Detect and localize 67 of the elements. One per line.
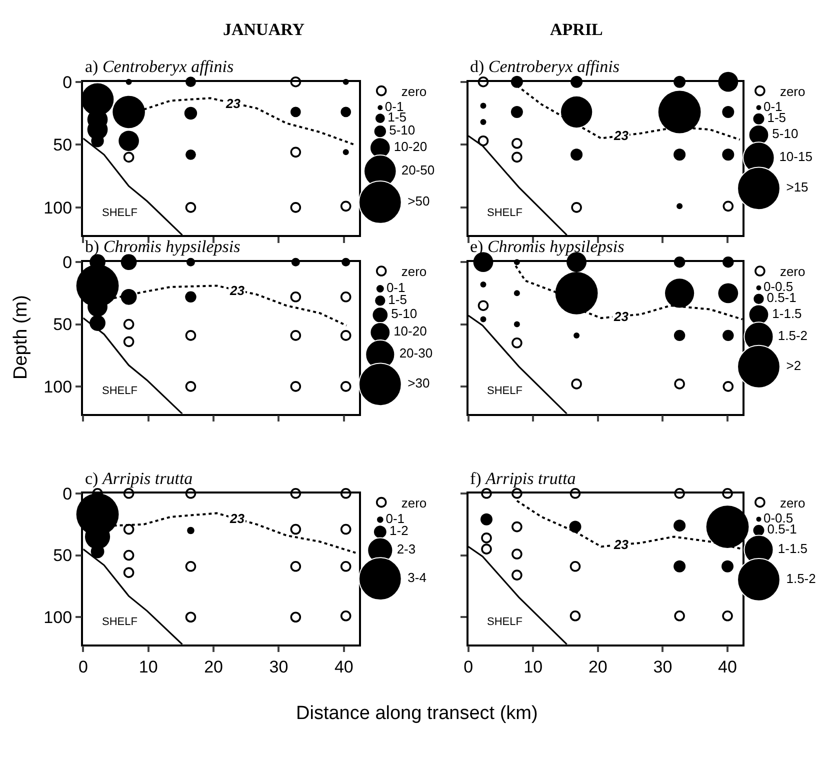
legend-label: 5-10 bbox=[391, 306, 418, 322]
y-tick-label: 50 bbox=[53, 546, 72, 566]
chart-title: c) Arripis trutta bbox=[85, 469, 193, 488]
legend-label: zero bbox=[780, 84, 806, 99]
series-label: 23 bbox=[229, 283, 246, 298]
legend-label: 20-30 bbox=[399, 346, 433, 361]
legend-label: zero bbox=[401, 495, 427, 510]
series-label: 23 bbox=[229, 511, 246, 526]
x-tick-label: 10 bbox=[138, 657, 158, 676]
y-tick-label: 100 bbox=[44, 198, 72, 218]
legend-label: 1.5-2 bbox=[786, 570, 816, 586]
y-tick-label: 0 bbox=[62, 72, 72, 92]
x-axis-title: Distance along transect (km) bbox=[296, 703, 538, 724]
legend-label: 20-50 bbox=[401, 162, 435, 178]
legend-label: 5-10 bbox=[772, 126, 798, 142]
x-tick-label: 30 bbox=[269, 657, 288, 676]
x-tick-label: 40 bbox=[334, 657, 354, 676]
legend-label: 1-1.5 bbox=[778, 540, 808, 556]
annotation: SHELF bbox=[487, 385, 523, 397]
x-tick-label: 40 bbox=[718, 657, 737, 676]
y-tick-label: 50 bbox=[53, 315, 72, 334]
annotation: SHELF bbox=[487, 616, 523, 628]
legend-label: 10-15 bbox=[779, 149, 812, 164]
y-tick-label: 0 bbox=[62, 484, 72, 504]
y-axis-title: Depth (m) bbox=[10, 295, 32, 380]
legend-label: 1.5-2 bbox=[778, 328, 808, 343]
legend-label: 2-3 bbox=[396, 542, 416, 557]
legend-label: 0.5-1 bbox=[766, 290, 796, 306]
x-tick-label: 0 bbox=[78, 657, 88, 676]
x-tick-label: 0 bbox=[464, 657, 474, 676]
chart-subtitle: JANUARY bbox=[223, 20, 305, 39]
legend-label: zero bbox=[780, 495, 806, 510]
y-tick-label: 50 bbox=[53, 136, 72, 155]
legend-label: zero bbox=[401, 84, 427, 99]
y-tick-label: 0 bbox=[62, 253, 72, 272]
legend-label: 1-1.5 bbox=[772, 306, 802, 321]
chart-title: b) Chromis hypsilepsis bbox=[85, 237, 241, 256]
legend-label: 0-1 bbox=[386, 510, 405, 526]
legend-label: >15 bbox=[786, 180, 808, 195]
legend-label: zero bbox=[401, 264, 427, 280]
series-label: 23 bbox=[613, 537, 630, 552]
legend-label: >30 bbox=[408, 376, 430, 391]
legend-label: 3-4 bbox=[408, 570, 426, 586]
x-tick-label: 20 bbox=[204, 657, 224, 676]
annotation: SHELF bbox=[102, 207, 138, 219]
annotation: SHELF bbox=[487, 207, 523, 219]
legend-label: 5-10 bbox=[389, 122, 416, 138]
chart-title: a) Centroberyx affinis bbox=[85, 57, 234, 76]
series-label: 23 bbox=[225, 96, 242, 111]
y-tick-label: 100 bbox=[44, 377, 72, 396]
x-tick-label: 30 bbox=[653, 657, 672, 676]
legend-label: 10-20 bbox=[394, 324, 427, 339]
x-tick-label: 20 bbox=[588, 657, 608, 676]
chart-title: f) Arripis trutta bbox=[470, 469, 576, 488]
series-label: 23 bbox=[613, 309, 630, 324]
legend-label: zero bbox=[780, 264, 806, 280]
x-tick-label: 10 bbox=[524, 657, 543, 676]
legend-label: >2 bbox=[786, 358, 802, 373]
series-label: 23 bbox=[613, 128, 630, 143]
annotation: SHELF bbox=[102, 616, 138, 628]
chart-title: d) Centroberyx affinis bbox=[470, 57, 620, 76]
legend-label: 10-20 bbox=[394, 139, 428, 154]
chart-subtitle: APRIL bbox=[550, 20, 603, 39]
legend-label: >50 bbox=[408, 193, 430, 208]
legend-label: 1-2 bbox=[390, 523, 408, 538]
annotation: SHELF bbox=[102, 385, 138, 397]
y-tick-label: 100 bbox=[44, 608, 72, 628]
